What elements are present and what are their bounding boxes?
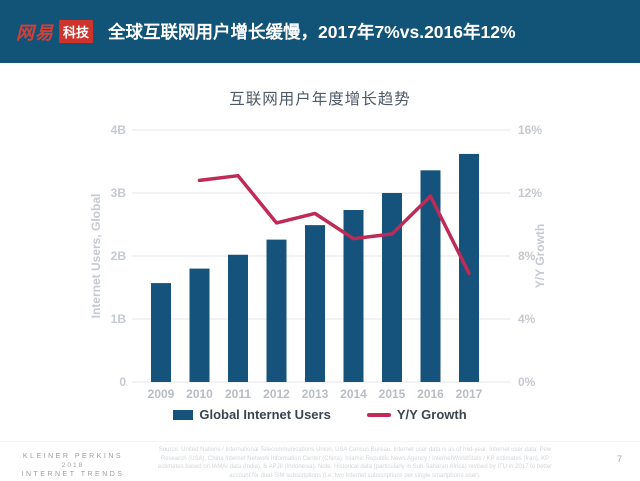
article-title: 全球互联网用户增长缓慢，2017年7%vs.2016年12% [108, 22, 516, 42]
netease-tech-logo[interactable]: 网易 科技 [16, 19, 94, 45]
bar-2009 [151, 283, 171, 382]
netease-logo-text: 网易 [16, 22, 54, 43]
chart-title: 互联网用户年度增长趋势 [229, 91, 411, 108]
legend-item-yy-growth: Y/Y Growth [366, 407, 467, 422]
x-tick-2013: 2013 [302, 387, 329, 401]
source-note: Source: United Nations / International T… [157, 447, 553, 479]
right-y-tick: 16% [518, 123, 542, 137]
x-tick-2010: 2010 [186, 387, 213, 401]
legend-label: Y/Y Growth [396, 407, 467, 422]
x-tick-2015: 2015 [379, 387, 406, 401]
x-tick-2012: 2012 [263, 387, 290, 401]
bar-2016 [420, 170, 441, 382]
tech-logo-badge: 科技 [59, 20, 94, 43]
left-y-tick: 0 [119, 375, 126, 389]
bar-2012 [266, 239, 287, 382]
right-y-tick: 0% [518, 375, 536, 389]
x-tick-2011: 2011 [225, 387, 251, 401]
left-axis-title: Internet Users, Global [89, 193, 103, 319]
bar-2013 [305, 225, 325, 382]
legend-item-global-internet-users: Global Internet Users [173, 407, 331, 422]
legend-label: Global Internet Users [199, 407, 331, 422]
line-swatch-icon [366, 412, 391, 417]
left-y-tick: 1B [111, 312, 127, 326]
bar-2017 [459, 153, 479, 382]
header-bar: 网易 科技 全球互联网用户增长缓慢，2017年7%vs.2016年12% [0, 0, 640, 63]
bar-2011 [228, 254, 248, 382]
x-tick-2016: 2016 [417, 387, 444, 401]
brand-line: KLEINER PERKINS [22, 453, 124, 460]
right-y-tick: 12% [518, 186, 542, 200]
chart-legend: Global Internet Users Y/Y Growth [0, 407, 640, 422]
right-axis-title: Y/Y Growth [533, 223, 547, 289]
footer: KLEINER PERKINS 2018 INTERNET TRENDS Sou… [0, 441, 640, 481]
left-y-tick: 4B [111, 123, 127, 137]
right-y-tick: 4% [518, 312, 536, 326]
brand-line: INTERNET TRENDS [21, 471, 125, 478]
bar-2015 [382, 193, 402, 382]
page-number: 7 [616, 454, 622, 464]
x-tick-2009: 2009 [148, 387, 175, 401]
growth-line [197, 173, 471, 276]
kleiner-perkins-brand: KLEINER PERKINS 2018 INTERNET TRENDS [14, 452, 132, 479]
bar-2010 [189, 268, 210, 382]
bar-swatch-icon [173, 409, 194, 420]
left-y-tick: 3B [111, 186, 127, 200]
brand-line: 2018 [61, 462, 85, 469]
bar-2014 [343, 210, 364, 382]
x-tick-2017: 2017 [456, 387, 483, 401]
x-tick-2014: 2014 [340, 387, 367, 401]
left-y-tick: 2B [111, 249, 127, 263]
